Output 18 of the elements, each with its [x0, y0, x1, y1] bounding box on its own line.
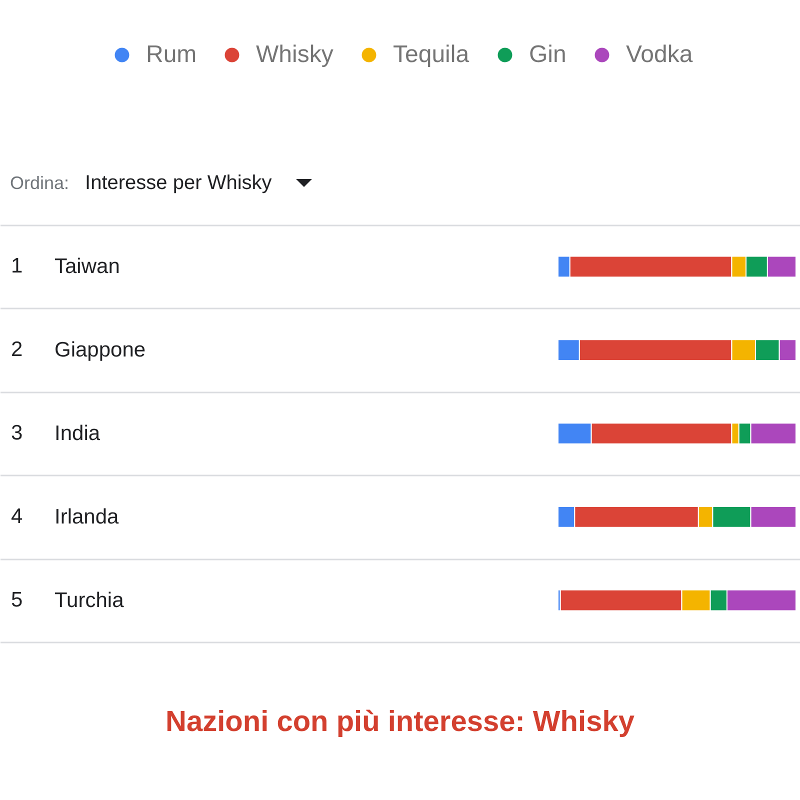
legend-label: Vodka	[626, 41, 694, 68]
legend-label: Rum	[146, 41, 197, 68]
y-tick-label: Taiwan	[54, 255, 120, 278]
legend-label: Whisky	[256, 41, 334, 68]
text: 5	[11, 588, 23, 612]
text: Interesse per Whisky	[85, 172, 272, 194]
text: 1	[11, 254, 23, 278]
text: 2	[11, 338, 23, 362]
text: Nazioni con più interesse: Whisky	[166, 706, 634, 738]
text: 3	[11, 422, 23, 444]
legend-label: Tequila	[393, 41, 470, 68]
y-tick-label: India	[54, 422, 100, 445]
y-tick-label: Turchia	[54, 588, 124, 612]
legend-label: Gin	[529, 41, 566, 68]
y-tick-label: Giappone	[54, 338, 146, 362]
text: 4	[11, 504, 23, 528]
y-tick-label: Irlanda	[54, 505, 120, 528]
text: Ordina:	[10, 172, 70, 194]
